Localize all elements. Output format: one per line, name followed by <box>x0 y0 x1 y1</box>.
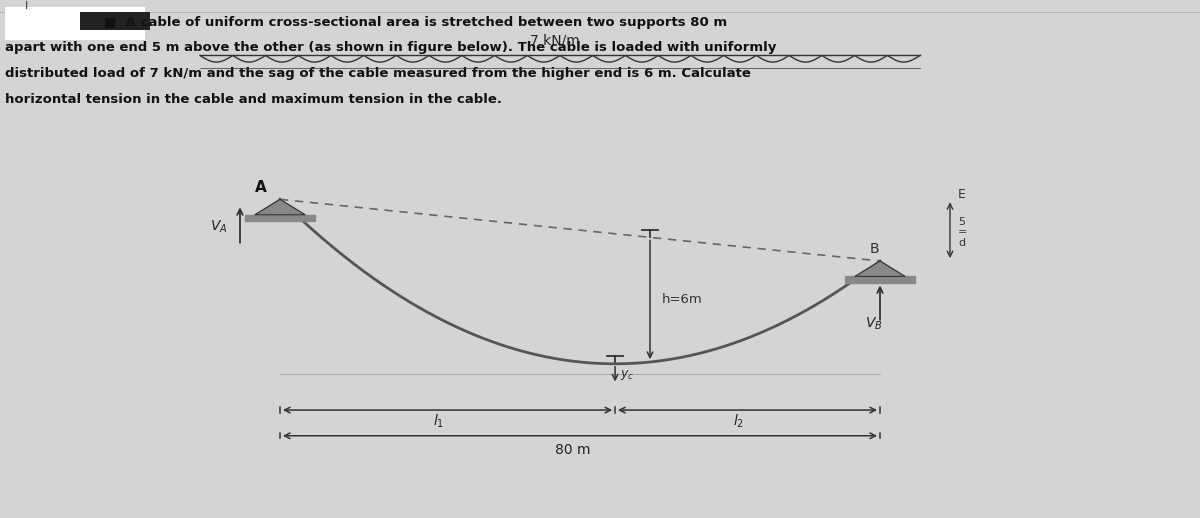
Text: A: A <box>256 180 266 195</box>
Text: apart with one end 5 m above the other (as shown in figure below). The cable is : apart with one end 5 m above the other (… <box>5 41 776 54</box>
Text: h=6m: h=6m <box>662 293 703 306</box>
FancyBboxPatch shape <box>80 12 150 30</box>
Text: 7 kN∕m: 7 kN∕m <box>530 34 580 48</box>
Text: horizontal tension in the cable and maximum tension in the cable.: horizontal tension in the cable and maxi… <box>5 93 502 106</box>
Text: d: d <box>958 238 965 248</box>
Text: 5: 5 <box>958 217 965 227</box>
Text: $l_1$: $l_1$ <box>432 412 444 430</box>
Text: $y_c$: $y_c$ <box>620 368 635 382</box>
Text: $V_A$: $V_A$ <box>210 218 228 235</box>
Polygon shape <box>845 277 916 283</box>
Text: distributed load of 7 kN/m and the sag of the cable measured from the higher end: distributed load of 7 kN/m and the sag o… <box>5 67 751 80</box>
Text: ■  A cable of uniform cross-sectional area is stretched between two supports 80 : ■ A cable of uniform cross-sectional are… <box>90 16 727 28</box>
Polygon shape <box>854 261 905 277</box>
Text: B: B <box>870 242 880 256</box>
Polygon shape <box>245 215 314 221</box>
Text: $l_2$: $l_2$ <box>732 412 744 430</box>
Polygon shape <box>256 199 305 215</box>
Text: =: = <box>958 227 967 237</box>
Text: E: E <box>958 189 966 202</box>
FancyBboxPatch shape <box>5 7 145 40</box>
Text: I: I <box>25 1 29 11</box>
Text: $V_B$: $V_B$ <box>865 316 882 332</box>
Text: 80 m: 80 m <box>554 443 590 457</box>
